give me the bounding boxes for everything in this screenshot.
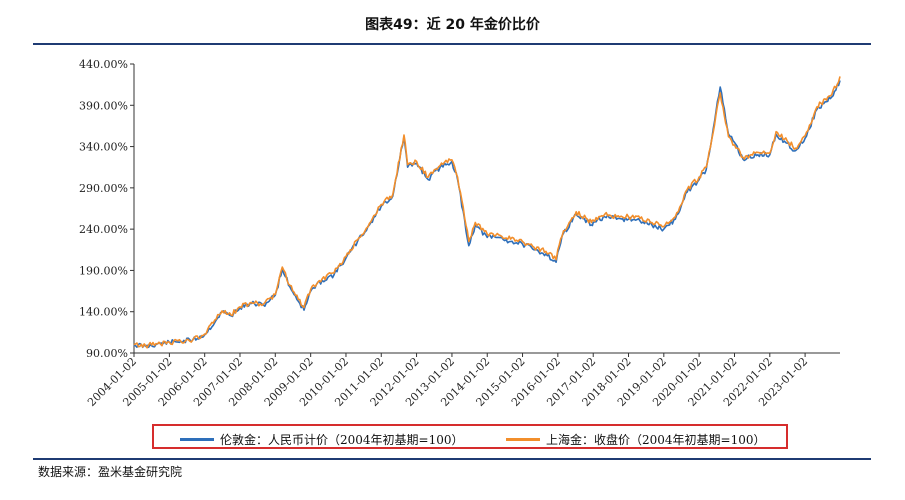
y-tick-label: 440.00% <box>79 58 128 71</box>
y-tick-label: 240.00% <box>79 223 128 236</box>
y-axis: 90.00% 140.00% 190.00% 240.00% 290.00% 340.00… <box>79 58 135 360</box>
legend-swatch-london <box>180 438 214 441</box>
y-tick-label: 390.00% <box>79 99 128 112</box>
y-tick-label: 340.00% <box>79 141 128 154</box>
legend-label-london: 伦敦金：人民币计价（2004年初基期=100） <box>220 433 464 447</box>
source-note: 数据来源：盈米基金研究院 <box>38 465 183 479</box>
legend-swatch-shanghai <box>506 438 540 441</box>
chart-title: 图表49：近 20 年金价比价 <box>365 17 540 33</box>
y-tick-label: 290.00% <box>79 182 128 195</box>
y-tick-label: 90.00% <box>86 347 128 360</box>
series-line-shanghai <box>133 76 841 349</box>
legend: 伦敦金：人民币计价（2004年初基期=100） 上海金：收盘价（2004年初基期… <box>152 424 788 449</box>
y-tick-label: 190.00% <box>79 264 128 277</box>
y-tick-label: 140.00% <box>79 306 128 319</box>
legend-item-london: 伦敦金：人民币计价（2004年初基期=100） <box>180 431 464 448</box>
top-rule <box>33 43 871 45</box>
series-layer <box>133 76 841 349</box>
bottom-rule <box>33 458 871 460</box>
legend-label-shanghai: 上海金：收盘价（2004年初基期=100） <box>546 433 766 447</box>
x-axis: 2004-01-022005-01-022006-01-022007-01-02… <box>85 352 840 409</box>
legend-item-shanghai: 上海金：收盘价（2004年初基期=100） <box>506 431 766 448</box>
